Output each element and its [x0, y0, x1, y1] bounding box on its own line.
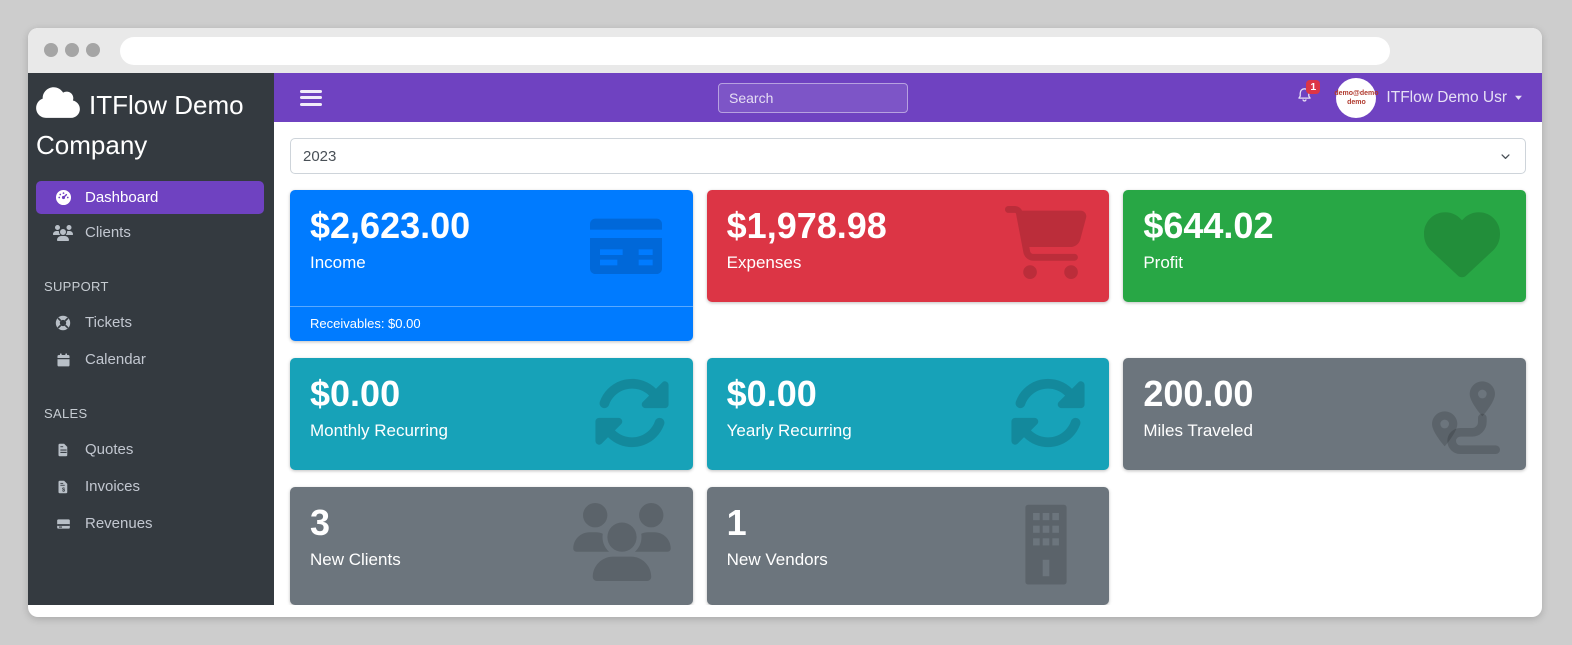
avatar-text: demo: [1347, 98, 1366, 106]
stat-card-expenses[interactable]: $1,978.98 Expenses: [706, 190, 1110, 302]
brand-name: ITFlow Demo Company: [36, 90, 244, 160]
stat-value: $2,623.00: [310, 205, 471, 246]
caret-down-icon: [1513, 92, 1524, 103]
sidebar-item-tickets[interactable]: Tickets: [28, 304, 274, 341]
year-filter-value: 2023: [303, 147, 337, 165]
stat-footer: Receivables: $0.00: [290, 306, 693, 341]
window-control-dot[interactable]: [86, 43, 100, 57]
file-invoice-dollar-icon: $: [50, 478, 76, 496]
page-content: 2023 $2,623.00 Income: [274, 122, 1542, 605]
stat-label: Expenses: [726, 253, 802, 273]
stat-value: $644.02: [1143, 205, 1274, 246]
cloud-icon: [36, 87, 80, 118]
sidebar-item-clients[interactable]: Clients: [28, 214, 274, 251]
window-controls: [44, 43, 100, 57]
address-bar[interactable]: [120, 37, 1390, 65]
window-control-dot[interactable]: [65, 43, 79, 57]
stat-card-profit[interactable]: $644.02 Profit: [1123, 190, 1526, 302]
sync-icon: [593, 374, 671, 457]
stat-label: Income: [310, 253, 366, 273]
stat-card-monthly-recurring[interactable]: $0.00 Monthly Recurring: [290, 358, 693, 470]
app-viewport: ITFlow Demo Company: [28, 73, 1542, 605]
top-navbar: 1 demo@demo demo ITFlow Demo Usr: [274, 73, 1542, 122]
search-input[interactable]: [719, 84, 907, 112]
stat-label: Yearly Recurring: [726, 421, 852, 441]
credit-card-icon: [50, 516, 76, 532]
stat-label: New Vendors: [726, 550, 828, 570]
window-control-dot[interactable]: [44, 43, 58, 57]
users-icon: [572, 503, 671, 586]
calendar-icon: [50, 351, 76, 369]
user-name: ITFlow Demo Usr: [1386, 88, 1507, 106]
user-dropdown[interactable]: ITFlow Demo Usr: [1386, 89, 1524, 107]
life-ring-icon: [50, 314, 76, 332]
stat-label: New Clients: [310, 550, 401, 570]
browser-chrome: [28, 28, 1542, 73]
avatar[interactable]: demo@demo demo: [1334, 77, 1379, 118]
stat-card-new-clients[interactable]: 3 New Clients: [290, 487, 693, 605]
sidebar-item-label: Clients: [85, 224, 131, 241]
stat-card-income[interactable]: $2,623.00 Income: [290, 190, 693, 341]
stat-label: Miles Traveled: [1143, 421, 1253, 441]
stat-value: $1,978.98: [726, 205, 887, 246]
stat-card-miles-traveled[interactable]: 200.00 Miles Traveled: [1123, 358, 1526, 470]
chevron-down-icon: [1498, 149, 1513, 164]
sidebar-item-label: Invoices: [85, 478, 141, 495]
stat-value: $0.00: [726, 373, 817, 414]
notification-badge: 1: [1306, 79, 1321, 94]
stat-label: Profit: [1143, 253, 1184, 273]
search-group: [718, 83, 908, 113]
avatar-text: demo@demo: [1334, 89, 1379, 97]
sidebar-item-revenues[interactable]: Revenues: [28, 505, 274, 542]
stat-value: $0.00: [310, 373, 401, 414]
sidebar-item-quotes[interactable]: Quotes: [28, 431, 274, 468]
stat-value: 3: [310, 502, 331, 543]
brand[interactable]: ITFlow Demo Company: [28, 73, 274, 171]
stat-value: 200.00: [1143, 373, 1254, 414]
stat-card-yearly-recurring[interactable]: $0.00 Yearly Recurring: [706, 358, 1110, 470]
menu-toggle-icon[interactable]: [300, 86, 322, 109]
sidebar-item-invoices[interactable]: $ Invoices: [28, 468, 274, 505]
sidebar-item-label: Tickets: [85, 314, 132, 331]
year-filter-select[interactable]: 2023: [290, 138, 1526, 174]
sidebar-item-dashboard[interactable]: Dashboard: [36, 181, 264, 214]
users-icon: [50, 224, 76, 241]
building-icon: [1013, 499, 1079, 598]
credit-card-icon: [581, 206, 671, 291]
sidebar-item-label: Calendar: [85, 351, 146, 368]
sidebar-item-label: Revenues: [85, 515, 153, 532]
sidebar-item-calendar[interactable]: Calendar: [28, 341, 274, 378]
sidebar-section-support: SUPPORT: [44, 279, 109, 294]
topbar-right: 1 demo@demo demo ITFlow Demo Usr: [1295, 77, 1524, 118]
browser-window: ITFlow Demo Company: [28, 28, 1542, 617]
gauge-icon: [50, 188, 76, 207]
sidebar: ITFlow Demo Company: [28, 73, 274, 605]
main-area: 1 demo@demo demo ITFlow Demo Usr: [274, 73, 1542, 605]
shopping-cart-icon: [1005, 206, 1087, 284]
svg-text:$: $: [61, 487, 65, 493]
sidebar-nav: Dashboard Clients SUPPORT: [28, 171, 274, 542]
sidebar-item-label: Quotes: [85, 441, 134, 458]
stat-label: Monthly Recurring: [310, 421, 448, 441]
route-icon: [1424, 374, 1504, 459]
stat-value: 1: [726, 502, 747, 543]
stat-cards-grid: $2,623.00 Income: [290, 190, 1526, 605]
notifications-button[interactable]: 1: [1295, 79, 1321, 111]
stat-card-new-vendors[interactable]: 1 New Vendors: [706, 487, 1110, 605]
sidebar-item-label: Dashboard: [85, 189, 159, 206]
file-icon: [50, 441, 76, 459]
heart-icon: [1420, 206, 1504, 287]
sidebar-section-sales: SALES: [44, 406, 88, 421]
sync-icon: [1009, 374, 1087, 457]
